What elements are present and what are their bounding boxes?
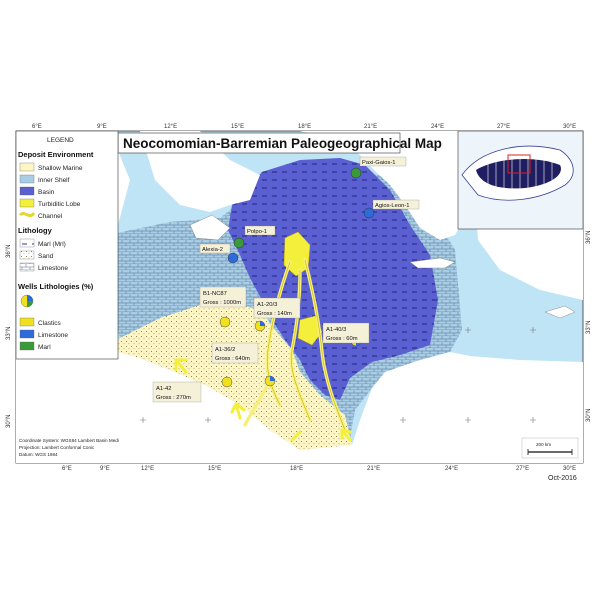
lon-tick-bottom-27: 27°E bbox=[516, 466, 529, 472]
well-label-a1-42: A1-42 bbox=[156, 386, 171, 392]
legend-shallow-marine: Shallow Marine bbox=[38, 165, 83, 172]
well-label-a1-40-3: A1-40/3 bbox=[326, 327, 346, 333]
legend-sand: Sand bbox=[38, 253, 54, 260]
well-agios-leon-1 bbox=[363, 207, 375, 219]
lon-tick-top-18: 18°E bbox=[298, 124, 311, 130]
legend-turbiditic-lobe: Turbiditic Lobe bbox=[38, 201, 81, 208]
lat-tick-right-33: 33°N bbox=[586, 321, 592, 334]
land-cyprus bbox=[544, 305, 576, 319]
lon-tick-bottom-12: 12°E bbox=[141, 466, 154, 472]
legend-limestone-pattern: Limestone bbox=[38, 265, 68, 272]
well-label-polpo-1: Polpo-1 bbox=[247, 229, 267, 235]
legend-clastics: Clastics bbox=[38, 320, 62, 327]
lon-tick-bottom-30: 30°E bbox=[563, 466, 576, 472]
legend-lithology-heading: Lithology bbox=[18, 226, 53, 235]
well-b1-nc87 bbox=[219, 316, 231, 328]
lon-tick-top-30: 30°E bbox=[563, 124, 576, 130]
land-sicily bbox=[189, 214, 231, 241]
well-gross-a1-40-3: Gross : 60m bbox=[326, 336, 358, 342]
well-label-b1-nc87: B1-NC87 bbox=[203, 291, 227, 297]
well-gross-a1-36-2: Gross : 640m bbox=[215, 356, 250, 362]
lon-tick-bottom-24: 24°E bbox=[445, 466, 458, 472]
well-label-agios-leon-1: Agios-Leon-1 bbox=[375, 203, 409, 209]
legend-basin: Basin bbox=[38, 189, 55, 196]
well-polpo-1 bbox=[233, 237, 245, 249]
lon-tick-bottom-18: 18°E bbox=[290, 466, 303, 472]
legend-marl: Marl (Mrl) bbox=[38, 241, 66, 248]
scale-bar: 200 km bbox=[521, 437, 579, 459]
legend-channel: Channel bbox=[38, 213, 63, 220]
lon-tick-top-27: 27°E bbox=[497, 124, 510, 130]
well-label-a1-20-3: A1-20/3 bbox=[257, 302, 277, 308]
lon-tick-top-12: 12°E bbox=[164, 124, 177, 130]
projection: Projection: Lambert Conformal Conic bbox=[19, 445, 95, 450]
lon-tick-top-6: 6°E bbox=[32, 124, 42, 130]
land-south bbox=[16, 330, 583, 463]
well-label-alexia-2: Alexia-2 bbox=[202, 247, 223, 253]
legend-deposit-heading: Deposit Environment bbox=[18, 150, 94, 159]
lon-tick-bottom-9: 9°E bbox=[100, 466, 110, 472]
turbiditic-lobe-middle bbox=[297, 315, 323, 346]
well-gross-a1-42: Gross : 270m bbox=[156, 395, 191, 401]
lat-tick-right-36: 36°N bbox=[586, 231, 592, 244]
sediment-arrow-icon bbox=[174, 358, 352, 442]
lat-tick-left-36: 36°N bbox=[6, 245, 12, 258]
lon-tick-bottom-21: 21°E bbox=[367, 466, 380, 472]
lon-tick-bottom-6: 6°E bbox=[62, 466, 72, 472]
map-title: Neocomomian-Barremian Paleogeographical … bbox=[123, 136, 442, 151]
well-gross-b1-nc87: Gross : 1000m bbox=[203, 300, 241, 306]
land-balkans-greece bbox=[300, 131, 470, 240]
well-a1-36-2 bbox=[264, 375, 276, 387]
legend-limestone-well: Limestone bbox=[38, 332, 68, 339]
lon-tick-top-24: 24°E bbox=[431, 124, 444, 130]
well-alexia-2 bbox=[227, 252, 239, 264]
lat-tick-left-30: 30°N bbox=[6, 415, 12, 428]
legend-pie-icon bbox=[20, 294, 34, 308]
lon-tick-top-15: 15°E bbox=[231, 124, 244, 130]
legend-title: LEGEND bbox=[47, 137, 74, 144]
well-label-paxi-gaios-1: Paxi-Gaios-1 bbox=[362, 160, 396, 166]
legend-wells-heading: Wells Lithologies (%) bbox=[18, 282, 94, 291]
scale-bar-label: 200 km bbox=[536, 442, 551, 447]
well-paxi-gaios-1 bbox=[350, 167, 362, 179]
legend-marl-well: Marl bbox=[38, 344, 51, 351]
lat-tick-right-30: 30°N bbox=[586, 409, 592, 422]
well-a1-20-3 bbox=[254, 320, 266, 332]
lat-tick-left-33: 33°N bbox=[6, 327, 12, 340]
coordinate-system: Coordinate System: WGS84 Lambert Basin M… bbox=[19, 438, 119, 443]
inset-map bbox=[457, 130, 584, 230]
datum: Datum: WGS 1984 bbox=[19, 452, 58, 457]
well-label-a1-36-2: A1-36/2 bbox=[215, 347, 235, 353]
lon-tick-bottom-15: 15°E bbox=[208, 466, 221, 472]
legend-inner-shelf: Inner Shelf bbox=[38, 177, 70, 184]
land-crete bbox=[409, 257, 456, 269]
lon-tick-top-21: 21°E bbox=[364, 124, 377, 130]
well-gross-a1-20-3: Gross : 140m bbox=[257, 311, 292, 317]
map-date: Oct-2016 bbox=[548, 475, 577, 482]
lon-tick-top-9: 9°E bbox=[97, 124, 107, 130]
well-a1-42 bbox=[221, 376, 233, 388]
